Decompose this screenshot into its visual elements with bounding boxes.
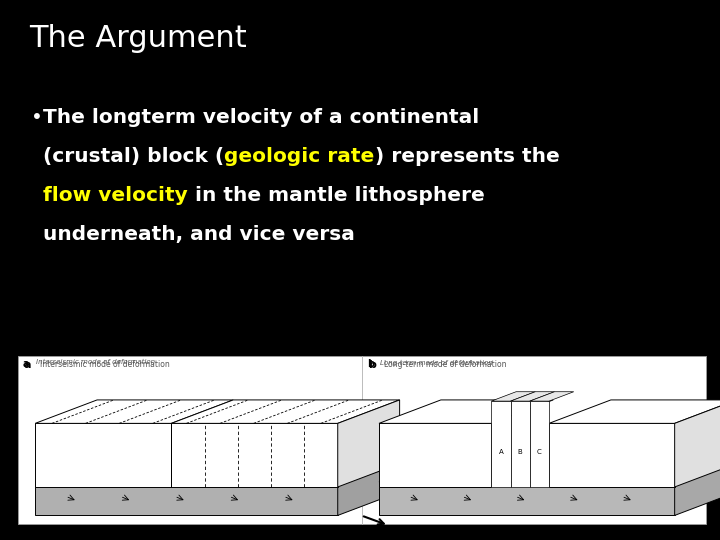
- Polygon shape: [338, 400, 400, 487]
- Polygon shape: [675, 458, 720, 515]
- Text: flow velocity: flow velocity: [43, 186, 188, 205]
- Text: b: b: [366, 360, 374, 369]
- Polygon shape: [530, 392, 574, 401]
- Polygon shape: [510, 401, 530, 487]
- Bar: [18, 356, 706, 524]
- Polygon shape: [379, 423, 491, 487]
- Polygon shape: [35, 458, 400, 482]
- Text: in the mantle lithosphere: in the mantle lithosphere: [188, 186, 485, 205]
- Polygon shape: [549, 423, 675, 487]
- Polygon shape: [549, 400, 720, 423]
- Text: (crustal) block (: (crustal) block (: [43, 147, 225, 166]
- Polygon shape: [35, 400, 233, 423]
- Bar: [18, 356, 706, 524]
- Text: The Argument: The Argument: [29, 24, 246, 53]
- Text: B: B: [518, 449, 523, 455]
- Text: Long-term mode of deformation: Long-term mode of deformation: [384, 360, 506, 369]
- Text: The longterm velocity of a continental: The longterm velocity of a continental: [43, 108, 480, 127]
- Polygon shape: [35, 482, 338, 515]
- Polygon shape: [510, 392, 554, 401]
- Polygon shape: [379, 400, 553, 423]
- Polygon shape: [675, 400, 720, 487]
- Polygon shape: [491, 401, 510, 487]
- Text: C: C: [537, 449, 541, 455]
- Polygon shape: [35, 423, 171, 487]
- Text: geologic rate: geologic rate: [225, 147, 374, 166]
- Text: Interseismic mode of deformation: Interseismic mode of deformation: [36, 360, 155, 366]
- Text: Long-term mode of deformation: Long-term mode of deformation: [380, 360, 492, 366]
- Text: A: A: [498, 449, 503, 455]
- Text: a: a: [23, 360, 30, 369]
- Text: ) represents the: ) represents the: [374, 147, 559, 166]
- Text: •: •: [31, 108, 43, 127]
- Polygon shape: [379, 458, 720, 482]
- Polygon shape: [338, 458, 400, 515]
- Polygon shape: [171, 400, 400, 423]
- Text: underneath, and vice versa: underneath, and vice versa: [43, 225, 355, 244]
- Text: Interseismic mode of deformation: Interseismic mode of deformation: [40, 360, 170, 369]
- Polygon shape: [171, 423, 338, 487]
- Polygon shape: [491, 392, 535, 401]
- Polygon shape: [379, 482, 675, 515]
- Text: a: a: [24, 360, 32, 370]
- Polygon shape: [530, 401, 549, 487]
- Text: b: b: [368, 360, 376, 370]
